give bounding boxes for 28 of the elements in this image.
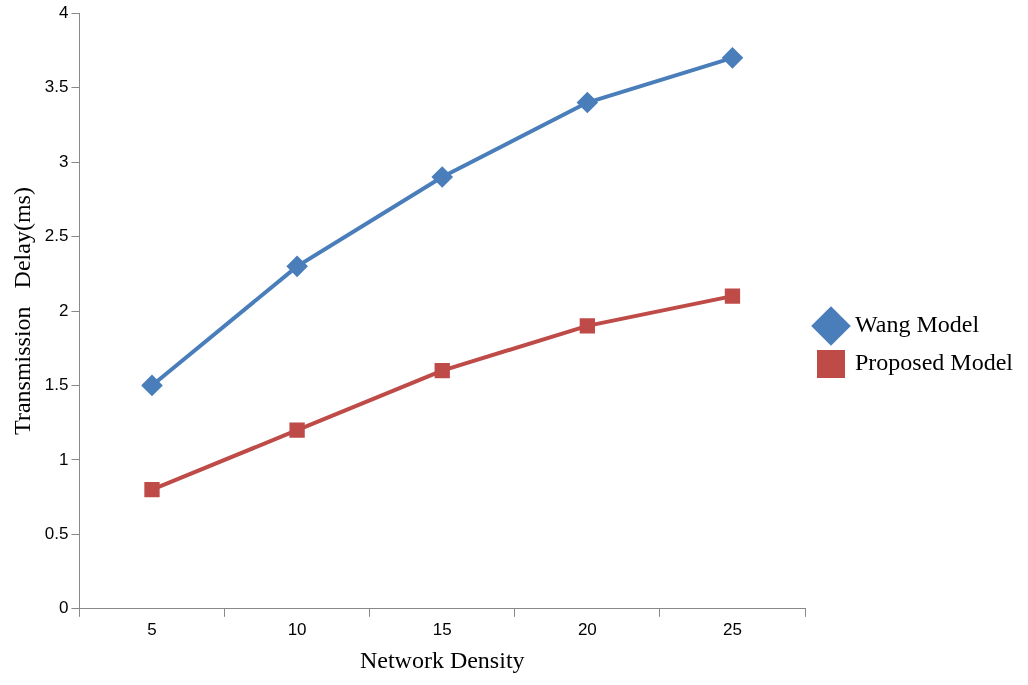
x-tick-label: 25 bbox=[722, 619, 742, 639]
legend-label: Proposed Model bbox=[855, 349, 1014, 376]
point bbox=[724, 288, 741, 304]
point bbox=[432, 166, 453, 187]
x-tick-label: 5 bbox=[147, 619, 157, 639]
point bbox=[144, 482, 160, 498]
y-tick-label: 2 bbox=[58, 300, 69, 320]
point bbox=[577, 92, 598, 113]
point bbox=[722, 47, 743, 68]
y-tick-label: 3.5 bbox=[44, 77, 69, 97]
x-axis-title: Network Density bbox=[359, 646, 525, 673]
x-tick-label: 10 bbox=[287, 619, 307, 639]
y-tick-label: 2.5 bbox=[44, 226, 69, 246]
y-tick-label: 0.5 bbox=[44, 524, 69, 544]
y-tick-label: 1.5 bbox=[44, 375, 69, 395]
y-axis-title: Transmission Delay(ms) bbox=[8, 187, 35, 435]
point bbox=[579, 318, 595, 334]
x-tick-label: 15 bbox=[432, 619, 452, 639]
x-tick-label: 20 bbox=[577, 619, 597, 639]
point bbox=[287, 256, 308, 277]
y-tick-label: 1 bbox=[58, 449, 69, 469]
point bbox=[434, 362, 450, 379]
y-tick-label: 0 bbox=[58, 598, 69, 618]
point bbox=[289, 422, 305, 438]
legend-label: Wang Model bbox=[855, 311, 980, 338]
y-tick-label: 4 bbox=[58, 2, 69, 22]
point bbox=[141, 375, 162, 396]
y-tick-label: 3 bbox=[58, 151, 69, 171]
